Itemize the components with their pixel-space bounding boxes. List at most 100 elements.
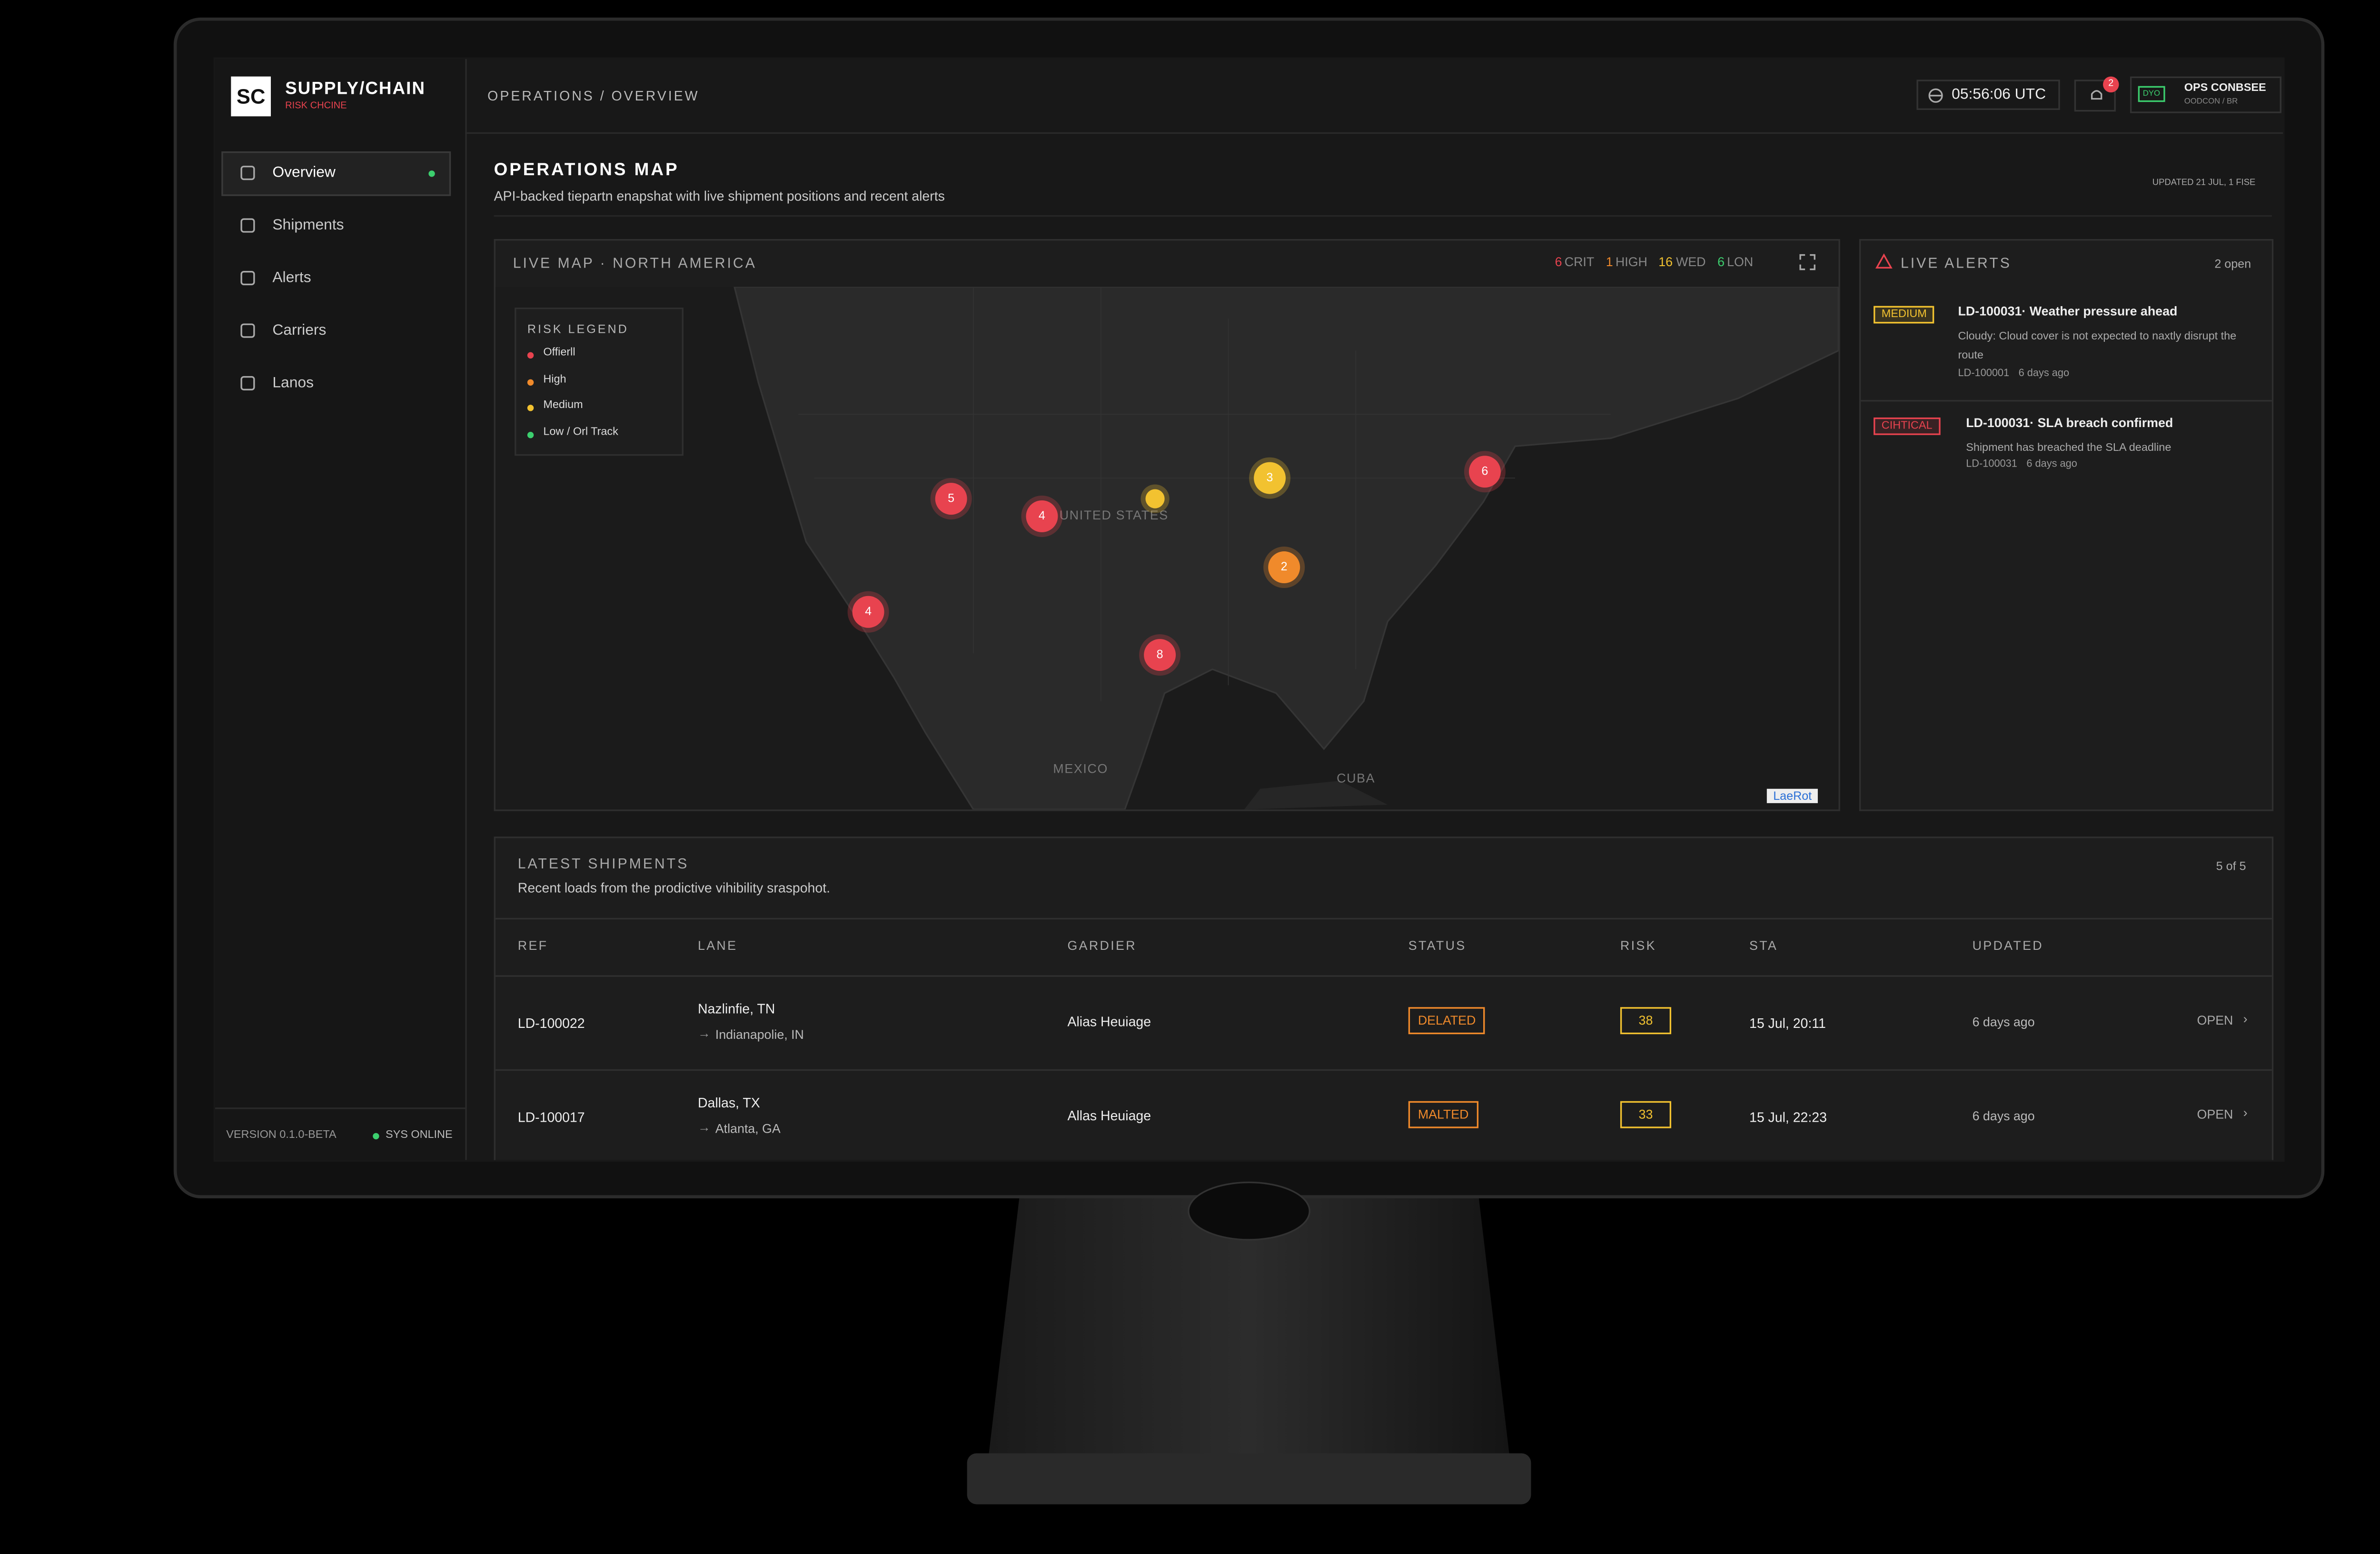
nav-item[interactable] [221,257,451,301]
map-attribution: LaeRot [1766,788,1818,803]
bell-icon [2091,90,2102,100]
legend-label: Offierll [543,347,575,359]
column-header: REF [517,938,548,953]
nav-icon [240,323,255,338]
alert-ref: LD-100001 [1958,368,2010,379]
carrier: Allas Heuiage [1067,1107,1151,1124]
alert-text: Shipment has breached the SLA deadline [1966,443,2172,454]
legend-dot [527,431,534,438]
breadcrumb: OPERATIONS / OVERVIEW [487,88,700,104]
alert-divider [1861,400,2272,402]
nav-label: Shipments [272,217,344,235]
user-box[interactable] [2130,76,2281,113]
count-value: 6 [1717,255,1725,269]
nav-item[interactable] [221,151,451,196]
chevron: › [2243,1012,2248,1026]
map-marker[interactable]: 6 [1468,456,1501,488]
notification-count: 2 [2103,76,2119,93]
place-label: UNITED STATES [1059,508,1169,523]
destination: Indianapolie, IN [715,1027,804,1042]
column-header: UPDATED [1972,938,2043,953]
row-divider [495,975,2272,977]
updated: 6 days ago [1972,1015,2035,1030]
brand-tagline: RISK CHCINE [285,102,347,112]
alert-ref: LD-100031 [1966,458,2017,470]
brand-name: SUPPLY/CHAIN [285,80,426,99]
updated: 6 days ago [1972,1109,2035,1124]
map [495,287,1839,810]
map-marker[interactable]: 5 [935,483,967,515]
legend-title: RISK LEGEND [527,322,629,337]
legend-box [515,307,684,456]
nav-label: Overview [272,164,336,182]
map-marker[interactable]: 3 [1254,462,1286,494]
legend-label: Medium [543,400,583,411]
count-value: 1 [1606,255,1613,269]
page-title: OPERATIONS MAP [494,161,679,180]
arrow: → [697,1026,711,1041]
risk: 38 [1620,1007,1672,1035]
count-label: CRIT [1564,255,1595,269]
nav-label: Carriers [272,322,327,339]
notification-button[interactable] [2074,80,2116,112]
column-header: STA [1749,938,1778,953]
alert-severity: CIHTICAL [1874,417,1941,435]
alert-text: Cloudy: Cloud cover is not expected to n… [1958,331,2237,362]
clock: 05:56:06 UTC [1952,86,2046,104]
fullscreen-button[interactable] [1799,253,1816,271]
origin: Dallas, TX [697,1095,760,1111]
place-label: MEXICO [1053,761,1109,776]
alert-time: 6 days ago [2026,458,2077,470]
alerts-title: LIVE ALERTS [1900,255,2012,271]
chevron: › [2243,1106,2248,1120]
arrow: → [697,1120,711,1135]
map-title: LIVE MAP · NORTH AMERICA [513,255,757,271]
user-name: OPS CONBSEE [2184,83,2266,94]
divider [215,1107,466,1109]
shipments-title: LATEST SHIPMENTS [517,856,689,872]
legend-dot [527,378,534,385]
legend-label: Low / Orl Track [543,426,618,438]
nav-label: Lanos [272,374,314,392]
legend-label: High [543,373,566,385]
row-divider [495,1069,2272,1071]
count-label: HIGH [1615,255,1647,269]
status: DELATED [1408,1007,1486,1035]
place-label: CUBA [1337,771,1376,786]
alerts-panel [1859,239,2274,811]
version: VERSION 0.1.0-BETA [226,1130,337,1141]
open-link[interactable]: OPEN [2197,1013,2233,1028]
active-dot [428,170,435,177]
nav-item[interactable] [221,309,451,354]
nav-icon [240,376,255,391]
map-marker[interactable]: 8 [1144,639,1176,671]
nav-icon [240,218,255,233]
nav-icon [240,270,255,286]
globe-icon [1928,88,1943,103]
table-divider [495,917,2272,920]
open-link[interactable]: OPEN [2197,1107,2233,1122]
legend-dot [527,405,534,411]
clock-box [1916,80,2060,110]
header-divider [465,132,2283,134]
nav-item[interactable] [221,362,451,407]
map-marker[interactable]: 2 [1268,551,1300,584]
shipments-count: 5 of 5 [2216,859,2246,874]
sidebar [215,59,467,1160]
alert-severity: MEDIUM [1874,306,1935,324]
alert-icon [1875,253,1893,269]
page-subtitle: API-backed tiepartn enapshat with live s… [494,188,945,204]
map-marker[interactable]: 4 [852,596,884,628]
map-marker[interactable]: 4 [1026,500,1058,532]
column-header: LANE [697,938,738,953]
map-marker[interactable] [1145,489,1165,508]
nav-icon [240,166,255,180]
column-header: GARDIER [1067,938,1137,953]
divider [494,215,2272,217]
destination: Atlanta, GA [715,1122,781,1136]
count-label: WED [1676,255,1706,269]
nav-label: Alerts [272,269,311,287]
status-dot [373,1133,379,1140]
column-header: STATUS [1408,938,1467,953]
